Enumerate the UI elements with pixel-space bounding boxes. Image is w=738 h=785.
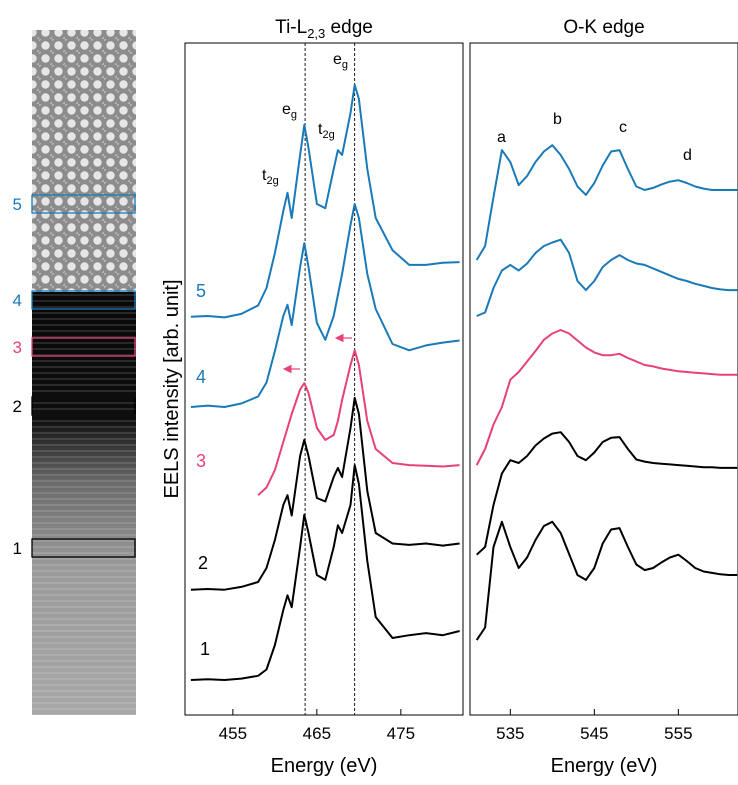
title-suffix: edge [325,17,373,38]
y-axis-label: EELS intensity [arb. unit] [161,279,183,498]
region-box [31,290,136,310]
spectrum-line [475,520,738,641]
annotation-subscript: 2g [322,129,334,141]
spectrum-line [475,144,738,261]
region-box [31,194,136,214]
x-tick-label: 455 [219,724,247,743]
spectrum-line [190,84,460,319]
peak-annotation: t2g [318,121,335,141]
title-text: Ti-L [275,17,307,38]
x-tick-label: 475 [387,724,415,743]
image-labels: 5 4 3 2 1 [13,194,136,558]
region-label: 1 [13,539,22,558]
spectrum-line [476,431,738,556]
annotation-text: c [619,119,627,136]
peak-annotation: c [619,119,627,136]
annotation-text: d [683,147,692,164]
annotation-subscript: g [342,59,348,71]
title-subscript: 2,3 [307,26,325,41]
annotation-text: e [333,51,342,68]
series-label: 5 [196,281,206,301]
title-text: O-K edge [563,17,644,38]
peak-annotation: d [683,147,692,164]
annotation-text: e [282,101,291,118]
peak-annotation: t2g [262,167,279,187]
region-label: 3 [13,338,22,357]
x-tick-label: 465 [303,724,331,743]
spectrum-line [190,464,460,681]
peak-annotation: eg [282,101,297,121]
plot-frame [184,42,464,716]
annotation-subscript: 2g [266,175,278,187]
peak-annotation: a [497,129,506,146]
series-label: 2 [198,553,208,573]
haadf-image [32,30,136,715]
plot-frame [469,42,738,716]
series-label: 3 [196,451,206,471]
panel-title: O-K edge [563,17,644,38]
region-label: 5 [13,195,22,214]
region-label: 2 [13,397,22,416]
spectrum-line [190,203,460,408]
spectrum-line [476,238,738,317]
region-box [31,538,136,558]
region-box [31,396,136,416]
annotation-text: a [497,129,506,146]
spectrum-line [257,349,460,496]
x-axis-label: Energy (eV) [271,755,378,777]
series-label: 4 [196,367,206,387]
annotation-text: t [262,167,267,184]
x-tick-label: 535 [496,724,524,743]
annotation-text: b [553,111,562,128]
region-box [31,337,136,357]
spectrum-line [190,396,460,591]
peak-annotation: b [553,111,562,128]
x-tick-label: 545 [580,724,608,743]
region-label: 4 [13,291,22,310]
x-axis-label: Energy (eV) [551,755,658,777]
series-label: 1 [200,639,210,659]
peak-annotation: eg [333,51,348,71]
spectrum-line [475,329,738,466]
panel-title: Ti-L2,3 edge [275,17,373,41]
shift-arrows [282,333,352,374]
annotation-subscript: g [291,109,297,121]
x-tick-label: 555 [664,724,692,743]
annotation-text: t [318,121,323,138]
